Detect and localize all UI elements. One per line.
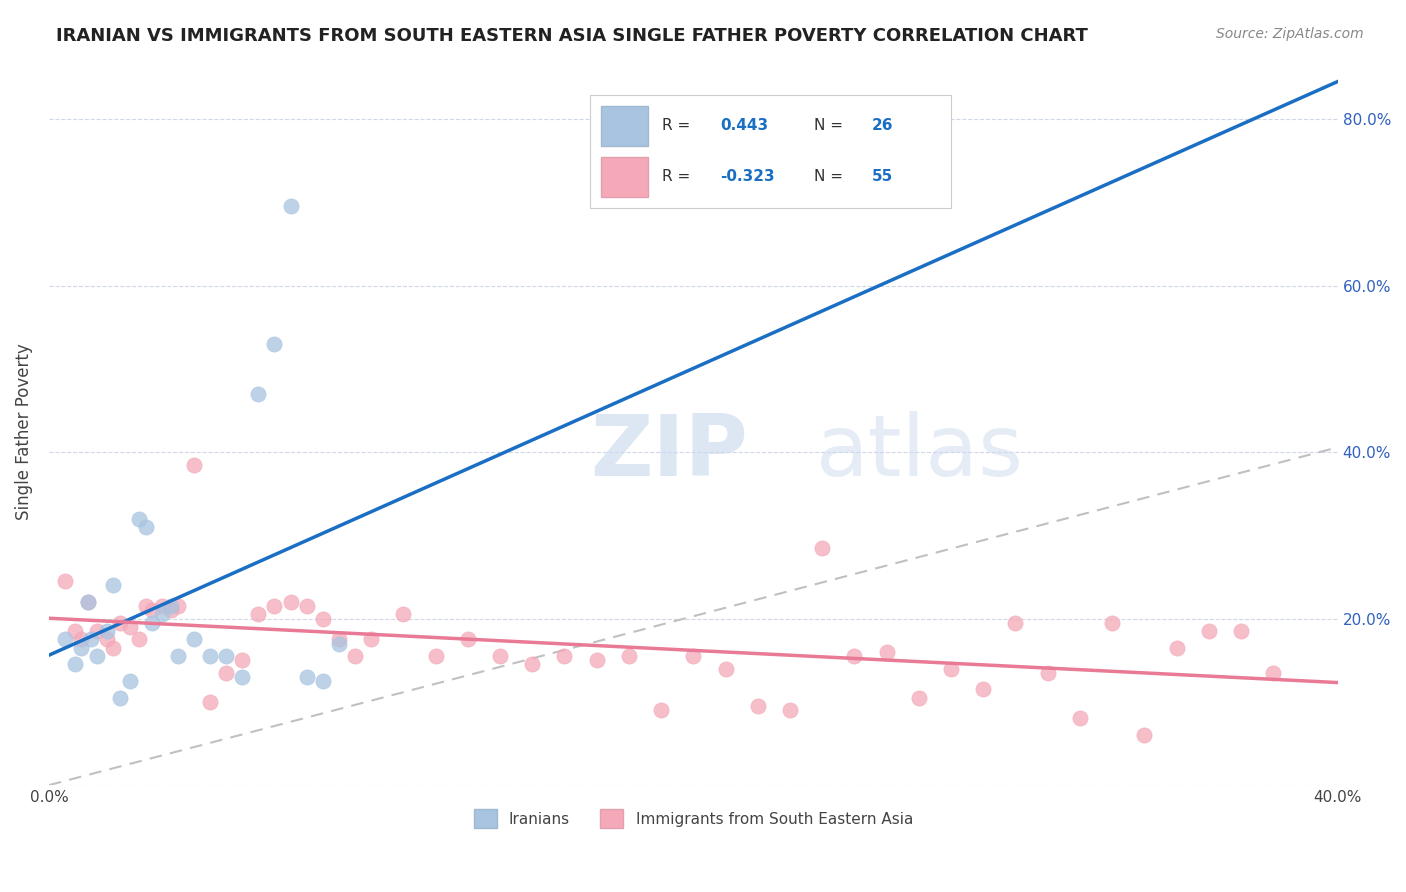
Point: [166, 648, 188, 663]
Point: [1166, 640, 1188, 655]
Point: [96, 632, 118, 647]
Point: [522, 657, 544, 672]
Point: [128, 511, 150, 525]
Point: [160, 599, 183, 613]
Point: [215, 648, 238, 663]
Point: [263, 336, 285, 351]
Point: [360, 632, 382, 647]
Point: [135, 520, 157, 534]
Point: [280, 199, 302, 213]
Point: [1133, 728, 1156, 742]
Point: [108, 690, 131, 705]
Point: [1198, 624, 1220, 638]
Point: [135, 599, 157, 613]
Point: [118, 673, 141, 688]
Point: [811, 541, 834, 555]
Point: [150, 599, 173, 613]
Point: [63, 657, 86, 672]
Point: [86, 624, 108, 638]
Point: [96, 624, 118, 638]
Point: [1069, 711, 1091, 725]
Point: [1101, 615, 1123, 630]
Point: [1230, 624, 1253, 638]
Point: [844, 648, 866, 663]
Point: [312, 611, 335, 625]
Point: [489, 648, 512, 663]
Point: [650, 703, 672, 717]
Point: [312, 673, 335, 688]
Point: [70, 640, 93, 655]
Y-axis label: Single Father Poverty: Single Father Poverty: [15, 343, 32, 520]
Point: [247, 386, 270, 401]
Point: [585, 653, 607, 667]
Point: [392, 607, 415, 622]
Point: [876, 645, 898, 659]
Point: [747, 698, 769, 713]
Point: [141, 603, 163, 617]
Point: [1004, 615, 1026, 630]
Point: [295, 599, 318, 613]
Point: [80, 632, 103, 647]
Text: IRANIAN VS IMMIGRANTS FROM SOUTH EASTERN ASIA SINGLE FATHER POVERTY CORRELATION : IRANIAN VS IMMIGRANTS FROM SOUTH EASTERN…: [56, 27, 1088, 45]
Point: [939, 661, 962, 675]
Point: [108, 615, 131, 630]
Point: [1263, 665, 1285, 680]
Text: Source: ZipAtlas.com: Source: ZipAtlas.com: [1216, 27, 1364, 41]
Point: [231, 670, 253, 684]
Point: [231, 653, 253, 667]
Point: [128, 632, 150, 647]
Point: [714, 661, 737, 675]
Point: [295, 670, 318, 684]
Point: [53, 574, 76, 588]
Point: [76, 595, 98, 609]
Point: [457, 632, 479, 647]
Point: [53, 632, 76, 647]
Point: [63, 624, 86, 638]
Point: [166, 599, 188, 613]
Point: [425, 648, 447, 663]
Point: [344, 648, 367, 663]
Point: [1036, 665, 1059, 680]
Point: [617, 648, 640, 663]
Point: [328, 636, 350, 650]
Point: [118, 620, 141, 634]
Text: ZIP: ZIP: [591, 411, 748, 494]
Point: [183, 632, 205, 647]
Point: [150, 607, 173, 622]
Point: [779, 703, 801, 717]
Point: [198, 695, 221, 709]
Point: [553, 648, 575, 663]
Point: [103, 640, 125, 655]
Point: [183, 458, 205, 472]
Point: [198, 648, 221, 663]
Point: [247, 607, 270, 622]
Point: [280, 595, 302, 609]
Point: [86, 648, 108, 663]
Point: [215, 665, 238, 680]
Legend: Iranians, Immigrants from South Eastern Asia: Iranians, Immigrants from South Eastern …: [468, 803, 920, 834]
Point: [972, 682, 994, 697]
Point: [682, 648, 704, 663]
Text: atlas: atlas: [815, 411, 1024, 494]
Point: [141, 615, 163, 630]
Point: [160, 603, 183, 617]
Point: [76, 595, 98, 609]
Point: [908, 690, 931, 705]
Point: [103, 578, 125, 592]
Point: [263, 599, 285, 613]
Point: [328, 632, 350, 647]
Point: [70, 632, 93, 647]
